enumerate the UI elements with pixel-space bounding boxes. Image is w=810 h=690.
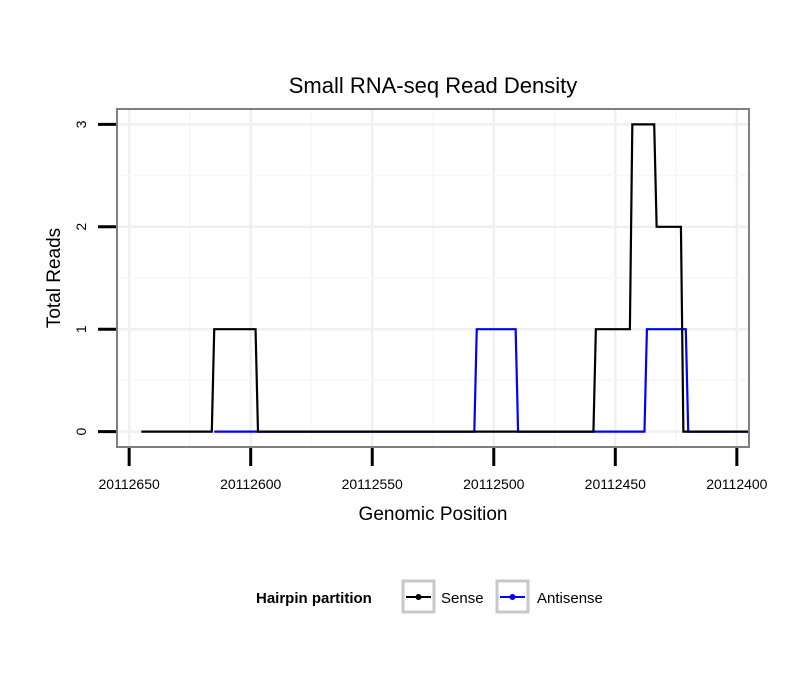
- x-tick-label: 20112500: [463, 476, 524, 492]
- legend: Hairpin partition Sense Antisense: [256, 579, 603, 614]
- x-tick-label: 20112650: [99, 476, 160, 492]
- plot-panel-border: [116, 108, 750, 448]
- x-tick-label: 20112450: [585, 476, 646, 492]
- x-axis-label: Genomic Position: [359, 504, 508, 525]
- y-tick-label: 3: [73, 120, 89, 128]
- x-tick-label: 20112550: [342, 476, 403, 492]
- series-lines: [141, 123, 749, 433]
- legend-label-sense: Sense: [441, 590, 484, 607]
- chart-title: Small RNA-seq Read Density: [289, 73, 578, 98]
- legend-key-sense-point: [415, 594, 422, 600]
- y-tick-label: 2: [73, 223, 89, 231]
- grid: [117, 109, 749, 447]
- axes: 20112650 20112600 20112550 20112500 20112450…: [73, 120, 768, 492]
- x-tick-label: 20112600: [220, 476, 281, 492]
- y-tick-label: 1: [73, 325, 89, 333]
- y-axis-label: Total Reads: [44, 228, 65, 328]
- legend-key-antisense-point: [509, 594, 516, 600]
- y-tick-label: 0: [73, 428, 89, 436]
- legend-label-antisense: Antisense: [537, 590, 603, 607]
- x-tick-label: 20112400: [706, 476, 767, 492]
- legend-title: Hairpin partition: [256, 590, 372, 607]
- series-line-sense: [141, 123, 749, 433]
